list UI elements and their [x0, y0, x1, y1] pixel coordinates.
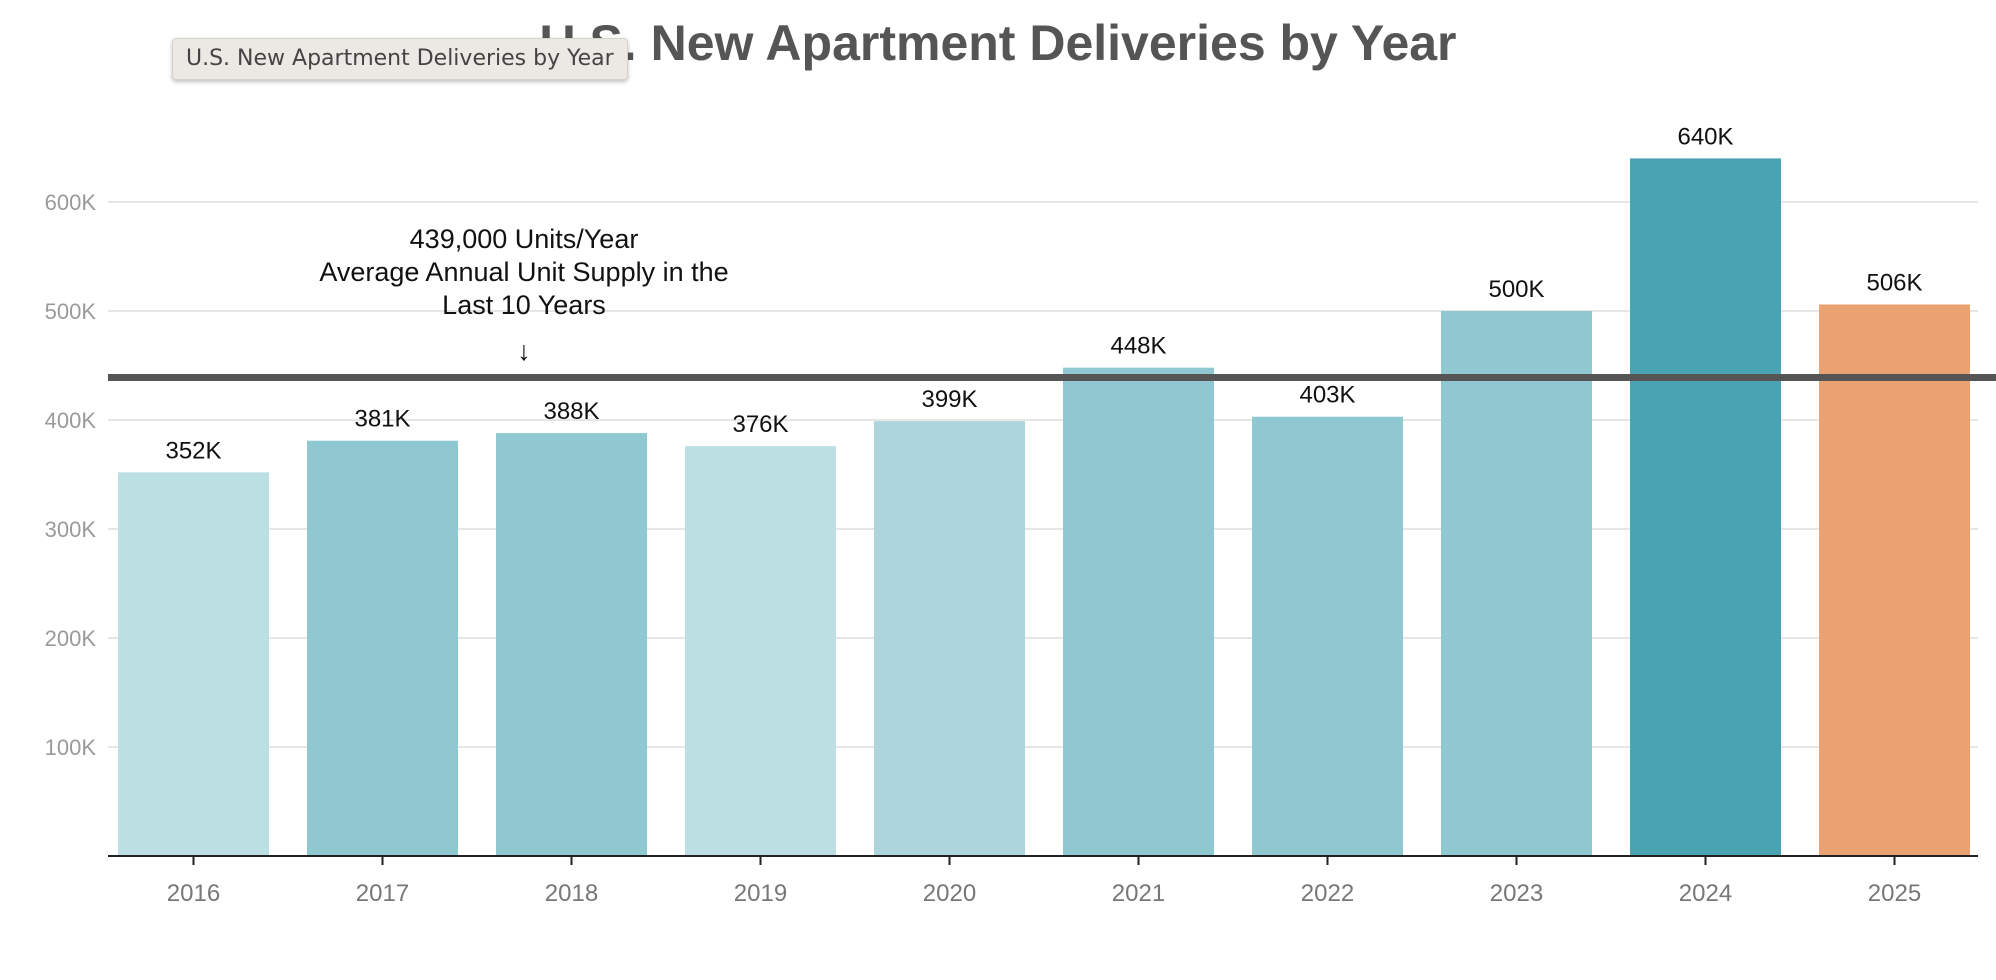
- bar-2016[interactable]: [118, 472, 269, 856]
- x-tick-label: 2020: [923, 880, 976, 907]
- x-axis: 2016 2017 2018 2019 2020 2021 2022 2023 2024 2025: [108, 855, 1978, 907]
- x-tick-label: 2023: [1490, 880, 1543, 907]
- data-label: 500K: [1488, 276, 1544, 303]
- data-label: 388K: [543, 398, 599, 425]
- y-tick-label: 300K: [45, 517, 97, 542]
- y-tick-label: 400K: [45, 408, 97, 433]
- data-label: 399K: [921, 386, 977, 413]
- data-label: 352K: [165, 437, 221, 464]
- bar-2021[interactable]: [1063, 367, 1214, 856]
- annotation-line: Average Annual Unit Supply in the: [319, 257, 728, 287]
- bars[interactable]: [118, 158, 1970, 857]
- bar-2024[interactable]: [1630, 158, 1781, 856]
- data-label: 448K: [1110, 333, 1166, 360]
- bar-2017[interactable]: [307, 440, 458, 856]
- arrow-down-icon: ↓: [517, 336, 531, 366]
- y-axis-ticks: 100K 200K 300K 400K 500K 600K: [45, 190, 97, 760]
- x-tick-label: 2022: [1301, 880, 1354, 907]
- annotation-line: 439,000 Units/Year: [410, 224, 639, 254]
- y-tick-label: 200K: [45, 626, 97, 651]
- x-tick-label: 2019: [734, 880, 787, 907]
- bar-2022[interactable]: [1252, 416, 1403, 856]
- y-tick-label: 600K: [45, 190, 97, 215]
- tooltip: U.S. New Apartment Deliveries by Year: [172, 38, 628, 80]
- annotation-line: Last 10 Years: [442, 290, 606, 320]
- data-label: 381K: [354, 406, 410, 433]
- y-tick-label: 500K: [45, 299, 97, 324]
- data-label: 640K: [1677, 123, 1733, 150]
- bar-2025[interactable]: [1819, 304, 1970, 857]
- data-labels: 352K 381K 388K 376K 399K 448K 403K 500K 640K 506K: [165, 123, 1922, 464]
- data-label: 376K: [732, 411, 788, 438]
- x-tick-label: 2018: [545, 880, 598, 907]
- data-label: 403K: [1299, 382, 1355, 409]
- bar-2023[interactable]: [1441, 311, 1592, 856]
- x-tick-label: 2017: [356, 880, 409, 907]
- y-tick-label: 100K: [45, 735, 97, 760]
- x-tick-label: 2024: [1679, 880, 1732, 907]
- x-tick-label: 2025: [1868, 880, 1921, 907]
- bar-2020[interactable]: [874, 421, 1025, 856]
- x-tick-label: 2016: [167, 880, 220, 907]
- chart-title: U.S. New Apartment Deliveries by Year: [539, 15, 1457, 71]
- bar-2019[interactable]: [685, 446, 836, 856]
- x-tick-label: 2021: [1112, 880, 1165, 907]
- bar-2018[interactable]: [496, 433, 647, 856]
- data-label: 506K: [1866, 269, 1922, 296]
